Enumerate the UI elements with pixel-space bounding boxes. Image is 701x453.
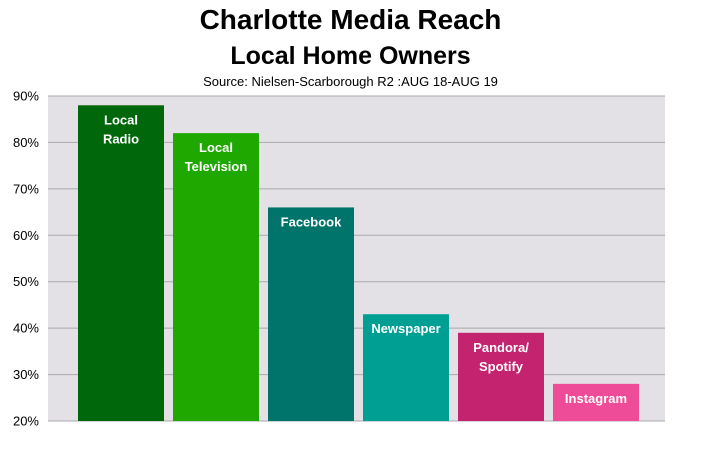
bar [78, 105, 164, 422]
bar [268, 207, 354, 421]
bar-label: Local [199, 140, 233, 155]
bar-label: Television [185, 159, 248, 174]
y-tick-label: 80% [13, 135, 39, 150]
bar-label: Instagram [565, 391, 627, 406]
bar [363, 314, 449, 421]
y-tick-label: 70% [13, 181, 39, 196]
y-tick-label: 90% [13, 89, 39, 104]
y-tick-label: 30% [13, 367, 39, 382]
bar [553, 383, 639, 421]
bar-label: Radio [103, 131, 139, 146]
y-tick-label: 40% [13, 321, 39, 336]
bar-label: Local [104, 112, 138, 127]
bar-label: Spotify [479, 359, 524, 374]
chart-subtitle: Local Home Owners [230, 42, 471, 70]
y-tick-label: 20% [13, 414, 39, 429]
bar [458, 332, 544, 421]
chart-source: Source: Nielsen-Scarborough R2 :AUG 18-A… [203, 74, 498, 89]
bar-label: Pandora/ [473, 340, 529, 355]
bar-label: Newspaper [371, 321, 440, 336]
bar-label: Facebook [281, 214, 342, 229]
y-tick-label: 60% [13, 228, 39, 243]
bar [173, 133, 259, 421]
chart-title: Charlotte Media Reach [199, 4, 502, 35]
y-tick-label: 50% [13, 274, 39, 289]
